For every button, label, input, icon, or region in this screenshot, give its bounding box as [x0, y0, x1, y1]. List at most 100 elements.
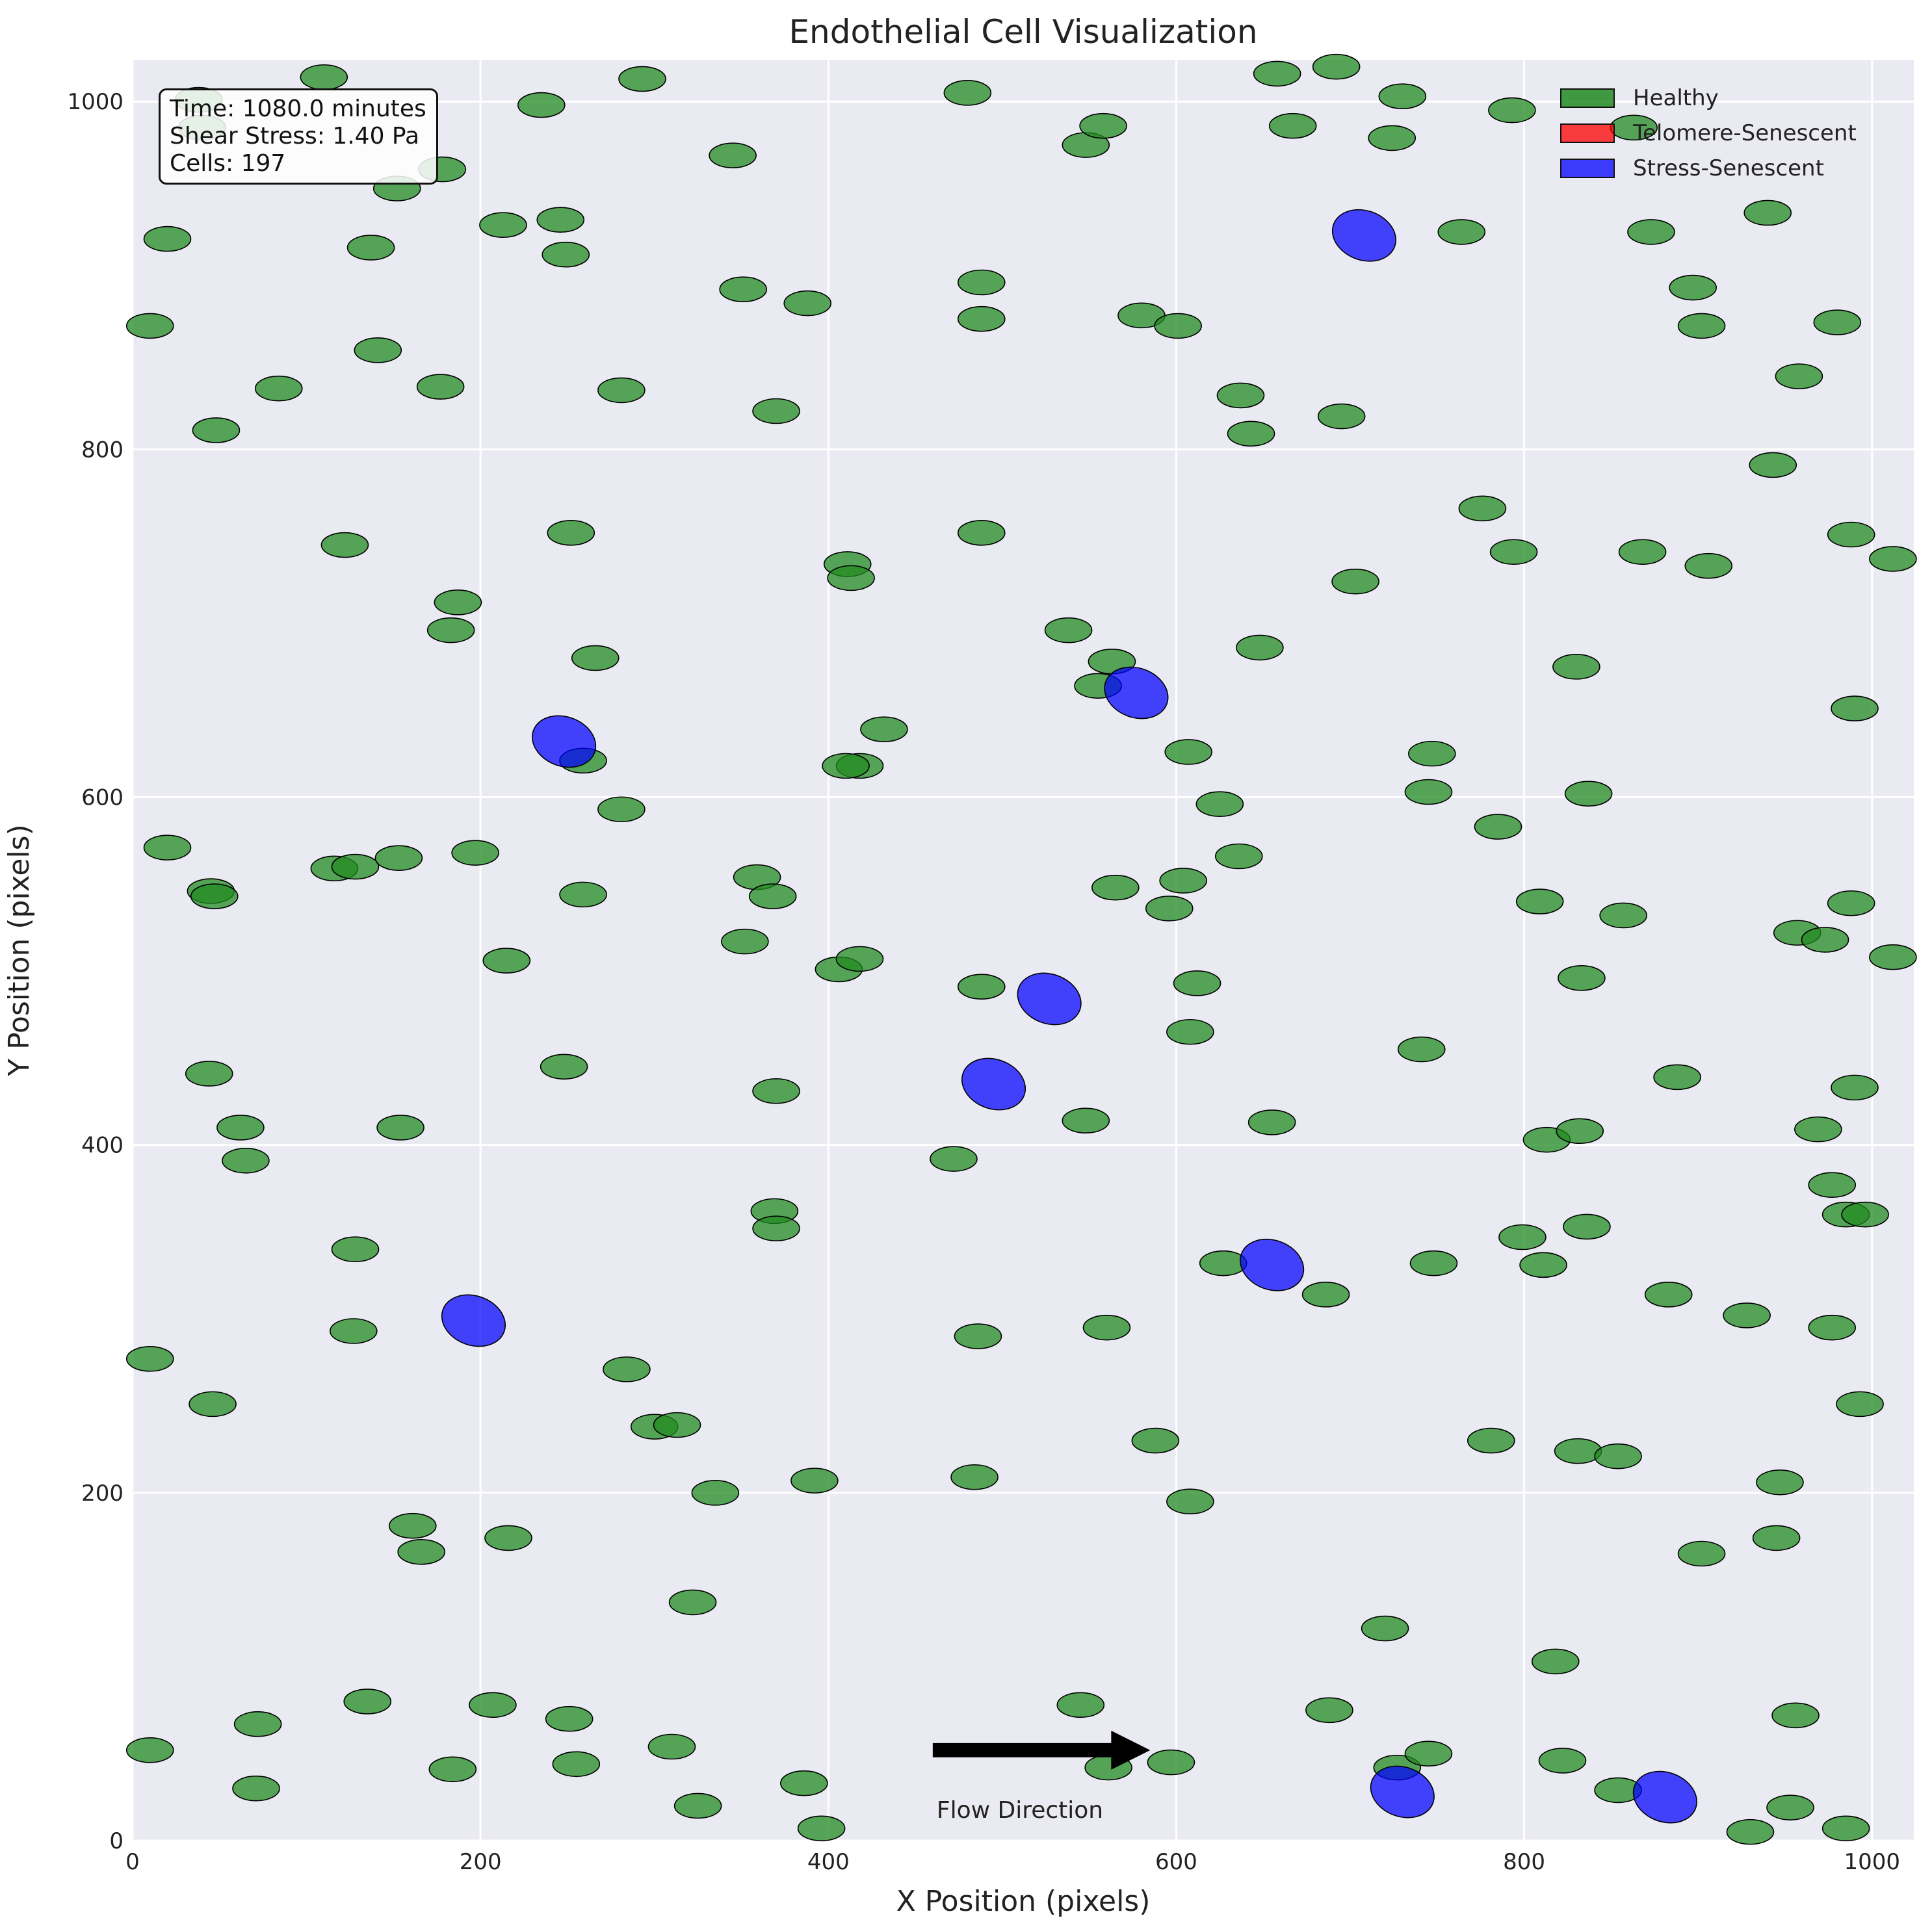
cell-healthy — [1563, 1213, 1611, 1240]
x-tick-label: 800 — [1503, 1849, 1545, 1875]
cell-stress-senescent — [1632, 1770, 1697, 1824]
legend: Healthy Telomere-Senescent Stress-Senesc… — [1560, 81, 1866, 186]
cell-healthy — [346, 235, 395, 261]
cell-healthy — [1808, 1172, 1857, 1198]
cell-healthy — [484, 1525, 532, 1551]
cell-healthy — [950, 1464, 999, 1490]
cell-healthy — [1808, 1314, 1857, 1341]
cell-healthy — [668, 1589, 717, 1616]
cell-healthy — [1044, 617, 1093, 643]
cell-healthy — [143, 835, 192, 861]
cell-healthy — [597, 377, 646, 404]
cell-healthy — [1726, 1819, 1775, 1845]
x-tick-label: 0 — [125, 1849, 140, 1875]
x-tick-label: 400 — [807, 1849, 850, 1875]
cell-stress-senescent — [1331, 209, 1397, 262]
cell-healthy — [1771, 1702, 1820, 1729]
cell-healthy — [1079, 112, 1127, 139]
cell-healthy — [1794, 1116, 1842, 1143]
cell-healthy — [1331, 568, 1379, 595]
cell-healthy — [125, 1346, 174, 1372]
cell-healthy — [930, 1146, 978, 1172]
cell-healthy — [1199, 1250, 1247, 1276]
y-axis-label: Y Position (pixels) — [3, 824, 36, 1077]
cell-healthy — [1404, 1741, 1453, 1767]
cell-healthy — [1397, 1036, 1446, 1063]
y-tick-label: 800 — [81, 437, 124, 463]
cell-healthy — [1531, 1648, 1580, 1675]
cell-healthy — [1489, 539, 1538, 565]
cell-healthy — [1159, 868, 1207, 894]
cell-healthy — [597, 796, 646, 823]
y-tick-label: 600 — [81, 785, 124, 811]
cell-healthy — [647, 1733, 696, 1760]
cell-healthy — [426, 617, 475, 643]
cell-healthy — [1836, 1391, 1884, 1418]
cell-healthy — [1831, 1074, 1879, 1101]
cell-healthy — [125, 1737, 174, 1763]
cell-healthy — [542, 241, 590, 268]
cell-healthy — [673, 1793, 722, 1819]
cell-healthy — [1827, 890, 1875, 916]
x-tick-label: 200 — [460, 1849, 502, 1875]
cell-healthy — [1752, 1525, 1801, 1551]
cell-healthy — [783, 290, 832, 317]
cell-healthy — [536, 207, 585, 233]
cell-healthy — [1247, 1109, 1296, 1135]
cell-healthy — [1091, 874, 1140, 901]
cell-healthy — [143, 226, 192, 252]
cell-healthy — [428, 1756, 477, 1783]
info-cell-count: Cells: 197 — [170, 150, 286, 177]
cell-healthy — [1515, 888, 1564, 914]
legend-swatch-stress-senescent — [1560, 159, 1615, 178]
cell-healthy — [416, 374, 465, 400]
cell-healthy — [185, 1061, 233, 1087]
cell-healthy — [434, 589, 482, 615]
cell-healthy — [1317, 403, 1366, 430]
cell-healthy — [374, 845, 423, 871]
cell-healthy — [790, 1468, 839, 1494]
cell-healthy — [1554, 1438, 1602, 1464]
cell-healthy — [1409, 1250, 1458, 1276]
cell-healthy — [1166, 1018, 1214, 1045]
x-axis-label: X Position (pixels) — [896, 1885, 1151, 1918]
cell-healthy — [1195, 791, 1244, 818]
cell-healthy — [1558, 965, 1606, 991]
legend-label-telomere-senescent: Telomere-Senescent — [1633, 120, 1857, 146]
cell-healthy — [540, 1054, 588, 1080]
cell-healthy — [1831, 695, 1879, 721]
legend-swatch-healthy — [1560, 88, 1615, 108]
cell-healthy — [797, 1815, 846, 1842]
cell-healthy — [957, 269, 1006, 296]
cell-healthy — [1644, 1282, 1693, 1308]
cell-healthy — [1756, 1469, 1804, 1495]
cell-healthy — [1147, 1749, 1195, 1776]
cell-healthy — [618, 66, 666, 92]
cell-healthy — [752, 398, 800, 424]
cell-stress-senescent — [441, 1294, 506, 1347]
cell-healthy — [1684, 552, 1733, 579]
cell-healthy — [1618, 539, 1667, 565]
cell-healthy — [1437, 219, 1486, 245]
cell-healthy — [1538, 1748, 1587, 1774]
cell-healthy — [957, 520, 1006, 546]
cell-healthy — [189, 1391, 237, 1418]
cell-healthy — [1813, 309, 1862, 335]
y-tick-label: 1000 — [67, 89, 124, 115]
cell-healthy — [1743, 200, 1792, 226]
cell-healthy — [709, 142, 757, 168]
cell-healthy — [1227, 421, 1275, 447]
cell-healthy — [1599, 902, 1647, 929]
cell-healthy — [1164, 739, 1212, 765]
cell-healthy — [1216, 382, 1265, 409]
legend-item-stress-senescent: Stress-Senescent — [1560, 151, 1866, 186]
cell-healthy — [1166, 1488, 1214, 1515]
cell-healthy — [233, 1711, 282, 1737]
cell-healthy — [943, 80, 992, 106]
cell-healthy — [748, 883, 797, 909]
cell-healthy — [479, 212, 527, 238]
simulation-info-box: Time: 1080.0 minutes Shear Stress: 1.40 … — [159, 88, 438, 185]
cell-healthy — [1361, 1615, 1409, 1642]
cell-healthy — [222, 1147, 270, 1174]
plot-background — [133, 60, 1914, 1841]
